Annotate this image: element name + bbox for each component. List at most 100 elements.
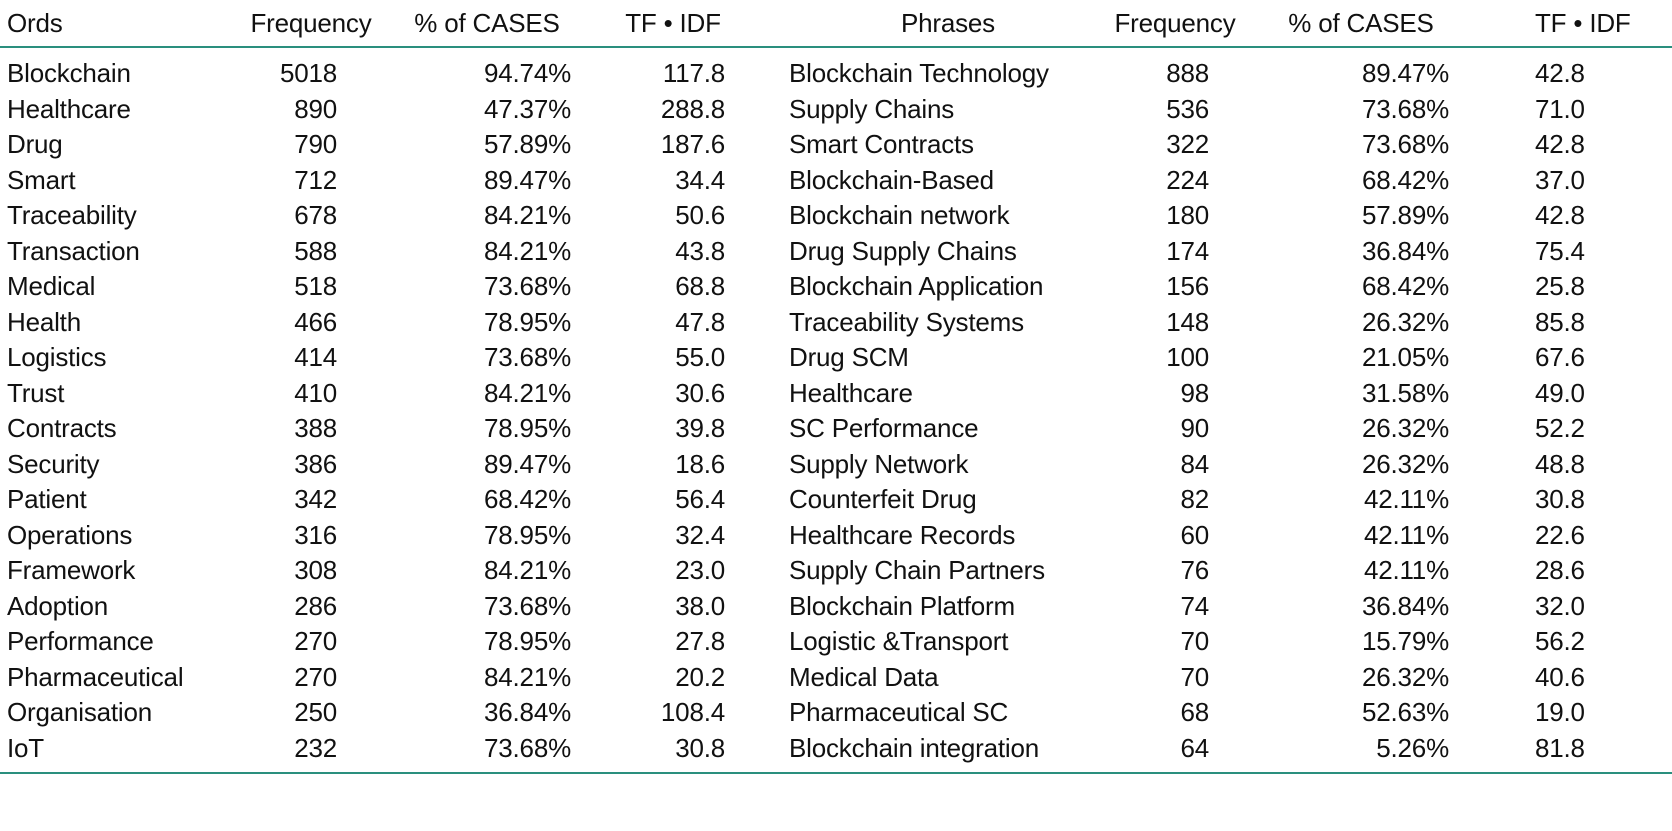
cell-phrase-tfidf: 42.8 [1535,58,1585,89]
cell-word-tfidf: 43.8 [675,235,725,266]
cell-word-pct-cases: 47.37% [484,93,571,124]
cell-phrase-frequency: 68 [1180,697,1209,728]
cell-phrase-frequency: 322 [1166,129,1209,160]
cell-phrase-frequency: 70 [1180,661,1209,692]
table-body: Blockchain 5018 94.74% 117.8 Blockchain Tech… [0,47,1672,774]
cell-phrase-frequency: 84 [1180,448,1209,479]
cell-phrase-pct-cases: 68.42% [1362,271,1449,302]
cell-word-pct-cases: 84.21% [484,235,571,266]
header-phrases: Phrases [747,0,1107,48]
table-header: Ords Frequency % of CASES TF • IDF Phras… [0,0,1672,48]
cell-word-tfidf: 117.8 [662,58,725,89]
table-row: Pharmaceutical 270 84.21% 20.2 Medical Data 7… [0,660,1672,696]
cell-phrase-pct-cases: 26.32% [1362,306,1449,337]
table-row: Smart 712 89.47% 34.4 Blockchain-Based 224 68.… [0,163,1672,199]
cell-word-frequency: 890 [294,93,337,124]
cell-word-frequency: 410 [294,377,337,408]
cell-phrase-frequency: 156 [1166,271,1209,302]
table-row: Adoption 286 73.68% 38.0 Blockchain Platform… [0,589,1672,625]
cell-word-frequency: 286 [294,590,337,621]
cell-phrase: Logistic &Transport [789,626,1009,657]
cell-word: Performance [7,626,154,657]
cell-word: Operations [7,519,133,550]
cell-phrase-frequency: 174 [1166,235,1209,266]
cell-word: Contracts [7,413,117,444]
cell-phrase-frequency: 64 [1107,730,1243,774]
table-row: Blockchain 5018 94.74% 117.8 Blockchain Tech… [0,47,1672,92]
cell-phrase-frequency: 90 [1180,413,1209,444]
cell-word-frequency: 518 [294,271,337,302]
cell-word-pct-cases: 84.21% [484,377,571,408]
cell-word-pct-cases: 36.84% [484,697,571,728]
cell-word-tfidf: 56.4 [675,484,725,515]
cell-word: Blockchain [7,58,131,89]
cell-word-frequency: 5018 [279,58,337,89]
cell-phrase-tfidf: 42.8 [1535,200,1585,231]
cell-word-pct-cases: 84.21% [484,555,571,586]
cell-word: Smart [7,164,76,195]
cell-phrase-tfidf: 75.4 [1535,235,1585,266]
cell-phrase-tfidf: 49.0 [1535,377,1585,408]
cell-word-pct-cases: 94.74% [484,58,571,89]
cell-word-frequency: 712 [294,164,337,195]
cell-word-frequency: 270 [294,626,337,657]
cell-word-frequency: 250 [294,697,337,728]
cell-phrase-pct-cases: 42.11% [1363,555,1449,586]
cell-phrase-frequency: 536 [1166,93,1209,124]
frequency-table: Ords Frequency % of CASES TF • IDF Phras… [0,0,1672,774]
cell-word: Logistics [7,342,107,373]
cell-word-pct-cases: 84.21% [484,661,571,692]
cell-word-frequency: 308 [294,555,337,586]
cell-word: Transaction [7,235,140,266]
header-tfidf: TF • IDF [599,0,747,48]
cell-phrase: Supply Network [789,448,969,479]
cell-phrase: Smart Contracts [789,129,974,160]
cell-word-frequency: 678 [294,200,337,231]
cell-phrase-frequency: 180 [1166,200,1209,231]
table-row: Transaction 588 84.21% 43.8 Drug Supply Chai… [0,234,1672,270]
cell-word-tfidf: 23.0 [675,555,725,586]
cell-word-frequency: 342 [294,484,337,515]
header-phrase-tfidf: TF • IDF [1479,0,1672,48]
cell-word-tfidf: 30.6 [675,377,725,408]
cell-word-tfidf: 38.0 [675,590,725,621]
table-row: Operations 316 78.95% 32.4 Healthcare Record… [0,518,1672,554]
cell-word-pct-cases: 73.68% [484,342,571,373]
cell-phrase: Blockchain Application [789,271,1044,302]
table-row: Medical 518 73.68% 68.8 Blockchain Applicati… [0,269,1672,305]
cell-phrase-tfidf: 71.0 [1535,93,1585,124]
cell-phrase-tfidf: 22.6 [1535,519,1585,550]
cell-phrase-frequency: 148 [1166,306,1209,337]
cell-phrase: Pharmaceutical SC [789,697,1009,728]
cell-word-frequency: 270 [294,661,337,692]
cell-word-pct-cases: 89.47% [484,164,571,195]
cell-phrase: Blockchain-Based [789,164,994,195]
cell-phrase: Drug SCM [789,342,909,373]
header-phrase-frequency: Frequency [1107,0,1243,48]
table-row: Framework 308 84.21% 23.0 Supply Chain Partn… [0,553,1672,589]
cell-phrase-pct-cases: 89.47% [1362,58,1449,89]
table-row: IoT 232 73.68% 30.8 Blockchain integration 64… [0,730,1672,774]
cell-phrase-frequency: 70 [1180,626,1209,657]
cell-word-frequency: 388 [294,413,337,444]
cell-word: Adoption [7,590,109,621]
cell-phrase: Blockchain Technology [789,58,1049,89]
cell-phrase-pct-cases: 21.05% [1362,342,1449,373]
cell-word-tfidf: 39.8 [675,413,725,444]
table-row: Logistics 414 73.68% 55.0 Drug SCM 100 21.05% 6… [0,340,1672,376]
table-row: Performance 270 78.95% 27.8 Logistic &Transp… [0,624,1672,660]
cell-phrase-pct-cases: 42.11% [1363,519,1449,550]
cell-phrase-tfidf: 48.8 [1535,448,1585,479]
cell-phrase-pct-cases: 68.42% [1362,164,1449,195]
table-row: Security 386 89.47% 18.6 Supply Network 84 26.… [0,447,1672,483]
cell-phrase: Traceability Systems [789,306,1024,337]
cell-phrase-tfidf: 56.2 [1535,626,1585,657]
cell-phrase-tfidf: 32.0 [1535,590,1585,621]
cell-phrase-tfidf: 40.6 [1535,661,1585,692]
cell-word: Patient [7,484,87,515]
cell-phrase-pct-cases: 57.89% [1362,200,1449,231]
cell-word-pct-cases: 78.95% [484,519,571,550]
table-row: Contracts 388 78.95% 39.8 SC Performance 90 26… [0,411,1672,447]
cell-phrase-tfidf: 19.0 [1535,697,1585,728]
cell-phrase: Supply Chain Partners [789,555,1045,586]
